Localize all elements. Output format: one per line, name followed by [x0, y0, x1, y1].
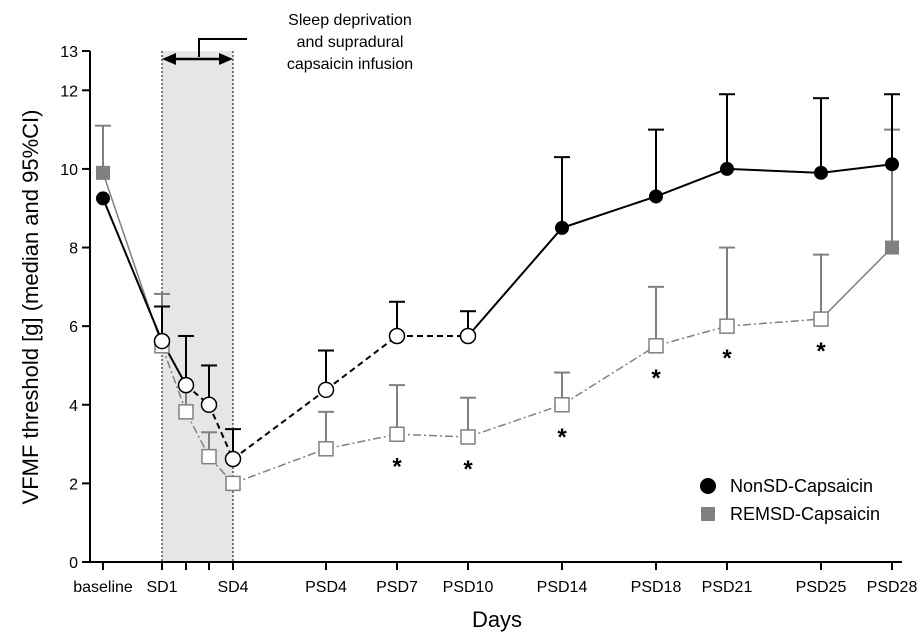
x-tick-label: SD4 — [217, 579, 248, 596]
series-line-segment — [161, 345, 187, 413]
data-point-nonsd — [224, 450, 242, 468]
annotation-line-1: Sleep deprivation — [288, 12, 412, 29]
data-point-nonsd — [720, 161, 734, 176]
data-point-nonsd — [153, 332, 171, 350]
series-line-segment — [820, 163, 893, 174]
annotation-line-3: capsaicin infusion — [287, 56, 413, 73]
series-line-segment — [561, 195, 657, 229]
legend: NonSD-Capsaicin REMSD-Capsaicin — [700, 476, 880, 524]
data-point-nonsd — [200, 396, 218, 414]
series-line-segment — [561, 345, 657, 406]
data-point-remsd — [225, 475, 241, 492]
series-line-segment — [325, 335, 398, 391]
data-point-nonsd — [96, 191, 110, 206]
data-point-nonsd — [555, 220, 569, 235]
x-tick-label: PSD10 — [443, 579, 494, 596]
data-point-nonsd — [649, 189, 663, 204]
significance-star: * — [463, 456, 473, 483]
series-line-segment — [396, 433, 469, 438]
period-annotation: Sleep deprivation and supradural capsaic… — [162, 12, 413, 73]
data-point-nonsd — [388, 327, 406, 345]
series-line-segment — [232, 448, 327, 485]
data-point-remsd — [813, 311, 829, 327]
data-point-nonsd — [814, 165, 828, 180]
x-tick-label: PSD4 — [305, 579, 347, 596]
series-line-segment — [325, 433, 398, 450]
series-line-segment — [467, 227, 563, 337]
series-line-segment — [726, 318, 822, 327]
data-point-remsd — [554, 397, 570, 413]
legend-marker-remsd — [701, 507, 715, 521]
series-line-segment — [655, 167, 728, 198]
data-point-nonsd — [177, 376, 195, 394]
x-axis-title: Days — [472, 607, 522, 632]
significance-star: * — [557, 424, 567, 451]
y-tick-label: 8 — [69, 241, 78, 258]
data-point-remsd — [885, 240, 899, 255]
y-tick-label: 10 — [60, 162, 78, 179]
y-tick-label: 2 — [69, 476, 78, 493]
x-tick-label: SD1 — [146, 579, 177, 596]
series-line-segment — [726, 167, 822, 174]
y-tick-label: 12 — [60, 83, 78, 100]
data-point-remsd — [460, 429, 476, 445]
data-point-remsd — [96, 165, 110, 180]
annotation-line-2: and supradural — [297, 34, 404, 51]
legend-marker-nonsd — [700, 478, 716, 494]
series-line-segment — [102, 198, 163, 342]
series-line-segment — [820, 247, 893, 320]
x-tick-label: PSD18 — [631, 579, 682, 596]
data-point-remsd — [201, 448, 217, 465]
x-tick-label: baseline — [73, 579, 133, 596]
series-line-segment — [655, 325, 728, 347]
series-line-segment — [232, 389, 327, 460]
y-tick-label: 4 — [69, 398, 78, 415]
data-point-remsd — [178, 404, 194, 420]
y-tick-label: 0 — [69, 555, 78, 572]
x-tick-label: PSD7 — [376, 579, 418, 596]
arrow-head-left — [162, 53, 176, 65]
data-point-nonsd — [459, 327, 477, 345]
legend-label-remsd: REMSD-Capsaicin — [730, 504, 880, 524]
data-point-remsd — [648, 338, 664, 354]
y-tick-label: 6 — [69, 319, 78, 336]
x-tick-label: PSD21 — [702, 579, 753, 596]
y-axis-title: VFMF threshold [g] (median and 95%CI) — [18, 110, 43, 505]
significance-star: * — [722, 345, 732, 372]
arrow-head-right — [219, 53, 233, 65]
significance-star: * — [816, 338, 826, 365]
x-tick-label: PSD14 — [537, 579, 588, 596]
significance-star: * — [651, 365, 661, 392]
sleep-deprivation-period-shading — [162, 51, 233, 562]
data-point-nonsd — [885, 157, 899, 172]
data-point-remsd — [719, 318, 735, 334]
series-line-segment — [467, 404, 563, 438]
data-point-remsd — [318, 441, 334, 457]
x-tick-label: PSD28 — [867, 579, 918, 596]
y-tick-label: 13 — [60, 44, 78, 61]
data-point-nonsd — [317, 381, 335, 399]
significance-star: * — [392, 453, 402, 480]
x-tick-label: PSD25 — [796, 579, 847, 596]
data-point-remsd — [389, 426, 405, 442]
legend-label-nonsd: NonSD-Capsaicin — [730, 476, 873, 496]
annotation-bracket — [198, 38, 247, 57]
